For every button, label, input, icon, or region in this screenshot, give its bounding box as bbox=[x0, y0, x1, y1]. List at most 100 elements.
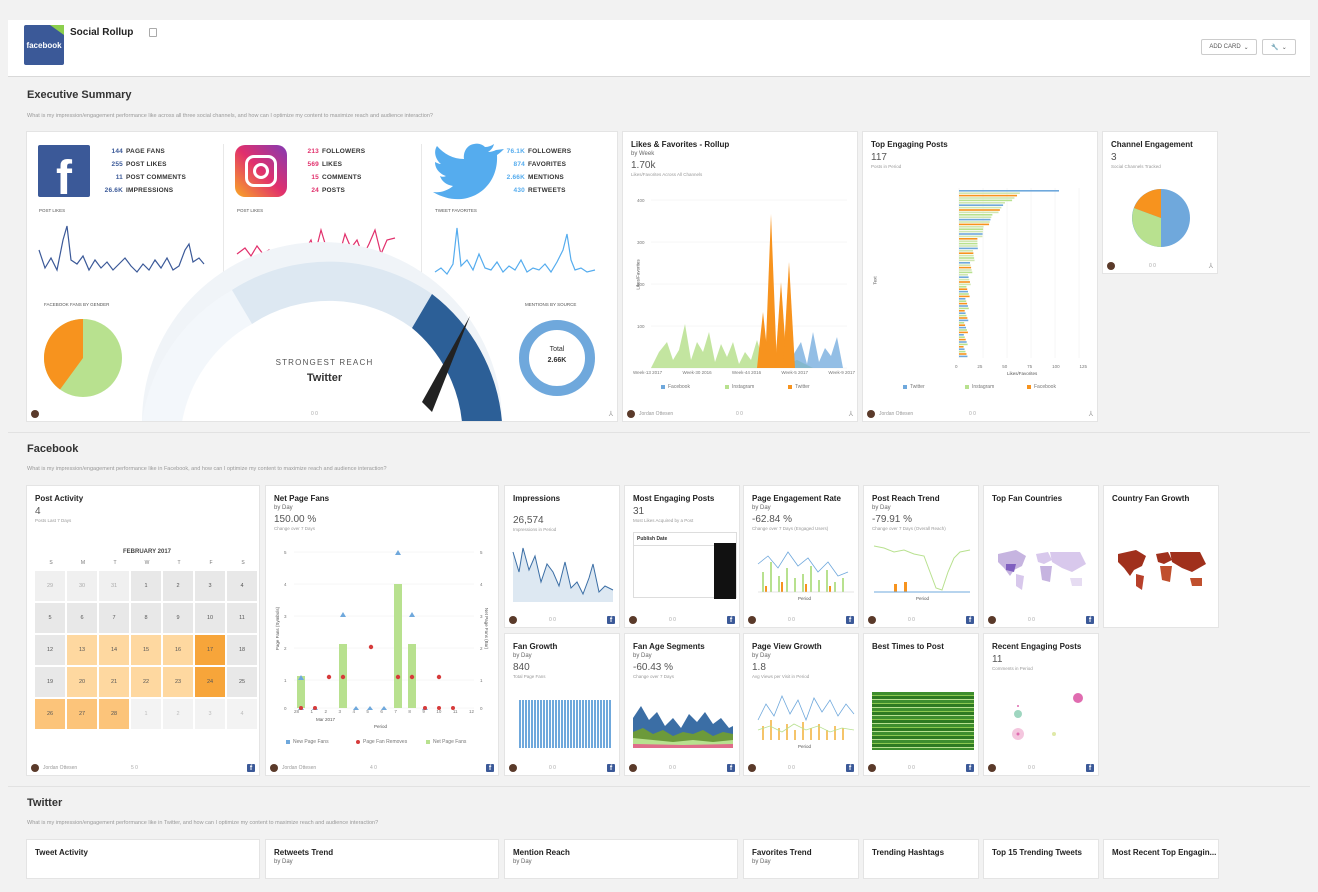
calendar-day[interactable]: 16 bbox=[163, 635, 193, 665]
avatar[interactable] bbox=[31, 410, 39, 418]
calendar-day[interactable]: 23 bbox=[163, 667, 193, 697]
calendar-day[interactable]: 26 bbox=[35, 699, 65, 729]
avatar[interactable] bbox=[627, 410, 635, 418]
calendar-day[interactable]: 5 bbox=[35, 603, 65, 633]
svg-text:5: 5 bbox=[480, 550, 483, 555]
post-reach-trend-card[interactable]: Post Reach Trend by Day -79.91 % Change … bbox=[863, 485, 979, 628]
twitter-card[interactable]: Tweet Activity bbox=[26, 839, 260, 879]
avatar[interactable] bbox=[867, 410, 875, 418]
calendar-day[interactable]: 3 bbox=[195, 699, 225, 729]
calendar-day[interactable]: 27 bbox=[67, 699, 97, 729]
calendar-day[interactable]: 18 bbox=[227, 635, 257, 665]
calendar-day[interactable]: 1 bbox=[131, 571, 161, 601]
calendar-day[interactable]: 24 bbox=[195, 667, 225, 697]
calendar-day[interactable]: 4 bbox=[227, 699, 257, 729]
calendar-day[interactable]: 9 bbox=[163, 603, 193, 633]
fan-age-segments-card[interactable]: Fan Age Segments by Day -60.43 % Change … bbox=[624, 633, 740, 776]
calendar-day[interactable]: 1 bbox=[131, 699, 161, 729]
stat-label: COMMENTS bbox=[322, 174, 362, 181]
card-by: by Day bbox=[752, 505, 771, 511]
calendar-day[interactable]: 15 bbox=[131, 635, 161, 665]
add-card-button[interactable]: ADD CARD ⌄ bbox=[1201, 39, 1257, 55]
calendar-day[interactable]: 7 bbox=[99, 603, 129, 633]
card-note: Change over 7 Days bbox=[633, 674, 675, 679]
summary-card[interactable]: f POST LIKES POST LIKES TWEET FAVORITES … bbox=[26, 131, 618, 422]
calendar-day[interactable]: 12 bbox=[35, 635, 65, 665]
avatar[interactable] bbox=[270, 764, 278, 772]
wrench-icon: 🔧 bbox=[1271, 44, 1279, 51]
share-icon[interactable]: ⅄ bbox=[1088, 411, 1093, 418]
fan-growth-card[interactable]: Fan Growth by Day 840 Total Page Fans 0 … bbox=[504, 633, 620, 776]
avatar[interactable] bbox=[31, 764, 39, 772]
calendar-day[interactable]: 13 bbox=[67, 635, 97, 665]
calendar-day[interactable]: 21 bbox=[99, 667, 129, 697]
stat-label: FOLLOWERS bbox=[322, 148, 366, 155]
calendar-day[interactable]: 29 bbox=[35, 571, 65, 601]
most-engaging-posts-card[interactable]: Most Engaging Posts 31 Most Likes Acquir… bbox=[624, 485, 740, 628]
card-by: by Day bbox=[513, 859, 532, 865]
channel-engagement-card[interactable]: Channel Engagement 3 Social Channels Tra… bbox=[1102, 131, 1218, 274]
calendar-day[interactable]: 31 bbox=[99, 571, 129, 601]
calendar-day[interactable]: 28 bbox=[99, 699, 129, 729]
net-page-fans-card[interactable]: Net Page Fans by Day 150.00 % Change ove… bbox=[265, 485, 499, 776]
calendar-day[interactable]: 4 bbox=[227, 571, 257, 601]
country-fan-growth-card[interactable]: Country Fan Growth bbox=[1103, 485, 1219, 628]
bar bbox=[959, 293, 969, 295]
twitter-card[interactable]: Retweets Trend by Day bbox=[265, 839, 499, 879]
top-fan-countries-card[interactable]: Top Fan Countries 0 0 f bbox=[983, 485, 1099, 628]
page-view-growth-card[interactable]: Page View Growth by Day 1.8 Avg Views pe… bbox=[743, 633, 859, 776]
card-value: 3 bbox=[1111, 152, 1117, 163]
avatar[interactable] bbox=[748, 616, 756, 624]
likes-rollup-card[interactable]: Likes & Favorites - Rollup by Week 1.70k… bbox=[622, 131, 858, 422]
avatar[interactable] bbox=[868, 616, 876, 624]
calendar-day[interactable]: 17 bbox=[195, 635, 225, 665]
twitter-card[interactable]: Favorites Trend by Day bbox=[743, 839, 859, 879]
card-by: by Day bbox=[274, 505, 293, 511]
avatar[interactable] bbox=[1107, 262, 1115, 270]
twitter-card[interactable]: Trending Hashtags bbox=[863, 839, 979, 879]
avatar[interactable] bbox=[988, 764, 996, 772]
share-icon[interactable]: ⅄ bbox=[848, 411, 853, 418]
calendar-day[interactable]: 30 bbox=[67, 571, 97, 601]
calendar-day[interactable]: 19 bbox=[35, 667, 65, 697]
card-title: Post Activity bbox=[35, 494, 84, 503]
calendar-day[interactable]: 8 bbox=[131, 603, 161, 633]
avatar[interactable] bbox=[748, 764, 756, 772]
avatar[interactable] bbox=[988, 616, 996, 624]
best-times-card[interactable]: Best Times to Post 0 0 f bbox=[863, 633, 979, 776]
calendar-day[interactable]: 22 bbox=[131, 667, 161, 697]
page-engagement-rate-card[interactable]: Page Engagement Rate by Day -62.84 % Cha… bbox=[743, 485, 859, 628]
top-posts-card[interactable]: Top Engaging Posts 117 Posts in Period T… bbox=[862, 131, 1098, 422]
card-title: Impressions bbox=[513, 494, 561, 503]
share-icon[interactable]: ⅄ bbox=[1208, 263, 1213, 270]
views-comments-count: 0 0 bbox=[788, 765, 795, 771]
facebook-icon: f bbox=[1086, 764, 1094, 772]
calendar-day[interactable]: 6 bbox=[67, 603, 97, 633]
calendar-day[interactable]: 3 bbox=[195, 571, 225, 601]
calendar-day[interactable]: 10 bbox=[195, 603, 225, 633]
settings-wrench-button[interactable]: 🔧 ⌄ bbox=[1262, 39, 1296, 55]
lock-icon[interactable] bbox=[149, 28, 157, 37]
share-icon[interactable]: ⅄ bbox=[608, 411, 613, 418]
bar bbox=[959, 326, 967, 329]
twitter-card[interactable]: Top 15 Trending Tweets bbox=[983, 839, 1099, 879]
twitter-card[interactable]: Most Recent Top Engagin... bbox=[1103, 839, 1219, 879]
calendar-day[interactable]: 2 bbox=[163, 571, 193, 601]
post-activity-card[interactable]: Post Activity 4 Posts Last 7 Days FEBRUA… bbox=[26, 485, 260, 776]
impressions-card[interactable]: Impressions 26,574 Impressions in Period… bbox=[504, 485, 620, 628]
avatar[interactable] bbox=[509, 764, 517, 772]
calendar-day[interactable]: 2 bbox=[163, 699, 193, 729]
recent-engaging-posts-card[interactable]: Recent Engaging Posts 11 Comments in Per… bbox=[983, 633, 1099, 776]
avatar[interactable] bbox=[629, 616, 637, 624]
avatar[interactable] bbox=[509, 616, 517, 624]
bar bbox=[959, 245, 978, 247]
calendar-day[interactable]: 11 bbox=[227, 603, 257, 633]
post-thumbnail[interactable] bbox=[714, 543, 736, 599]
calendar-day[interactable]: 25 bbox=[227, 667, 257, 697]
avatar[interactable] bbox=[629, 764, 637, 772]
calendar-day[interactable]: 20 bbox=[67, 667, 97, 697]
avatar[interactable] bbox=[868, 764, 876, 772]
twitter-card[interactable]: Mention Reach by Day bbox=[504, 839, 738, 879]
calendar-day[interactable]: 14 bbox=[99, 635, 129, 665]
bar bbox=[959, 281, 970, 283]
